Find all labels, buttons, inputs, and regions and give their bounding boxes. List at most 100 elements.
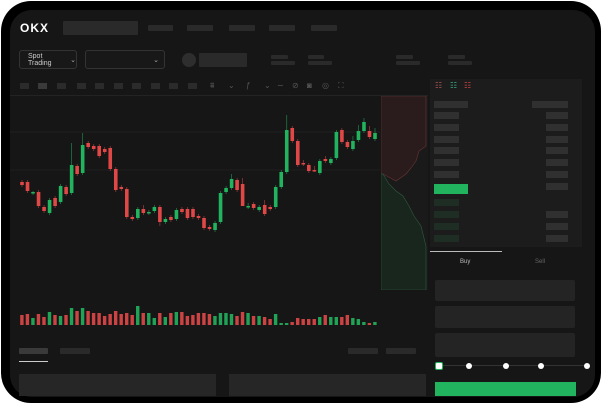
chevron-down-icon[interactable]: ⌄: [228, 81, 235, 90]
depth-chart-svg: [380, 95, 427, 291]
candle-body: [158, 207, 162, 222]
candle-body: [102, 149, 107, 152]
volume-bar: [91, 313, 96, 325]
timeframe-button[interactable]: [114, 83, 123, 89]
stat-label: [396, 55, 413, 59]
candle-body: [273, 187, 278, 207]
search-bar[interactable]: [63, 21, 138, 35]
volume-bar: [224, 313, 228, 325]
volume-bar: [367, 323, 372, 325]
price-input[interactable]: [435, 280, 575, 301]
tab-open-orders[interactable]: [19, 348, 48, 354]
stat-label: [271, 55, 288, 59]
slider-stop[interactable]: [466, 363, 472, 369]
candle-body: [80, 145, 85, 173]
amount-slider-handle[interactable]: [435, 362, 443, 370]
market-select[interactable]: Spot Trading ⌄: [19, 50, 77, 69]
timeframe-button[interactable]: [188, 83, 197, 89]
nav-item[interactable]: [187, 25, 213, 31]
volume-bar: [64, 315, 68, 325]
orderbook-bids-icon[interactable]: ☷: [450, 81, 458, 90]
tab-order-history[interactable]: [60, 348, 90, 354]
volume-bar: [185, 316, 190, 325]
volume-bar: [356, 319, 361, 325]
tab-sell[interactable]: Sell: [535, 259, 546, 265]
tab-buy[interactable]: Buy: [460, 259, 471, 265]
volume-bar: [113, 311, 118, 325]
timeframe-button[interactable]: [169, 83, 178, 89]
timeframe-button[interactable]: [151, 83, 160, 89]
timeframe-button[interactable]: [95, 83, 104, 89]
stat-value: [308, 61, 332, 65]
timeframe-button[interactable]: [132, 83, 141, 89]
volume-bar: [158, 313, 162, 325]
buy-submit-button[interactable]: [435, 382, 576, 396]
settings-icon[interactable]: ◎: [322, 81, 329, 90]
timeframe-button[interactable]: [77, 83, 86, 89]
ask-size: [546, 124, 568, 131]
volume-bar: [163, 317, 168, 325]
candle-body: [268, 207, 273, 209]
fullscreen-icon[interactable]: ⛶: [338, 81, 344, 90]
bid-price: [434, 235, 459, 242]
volume-bar: [246, 313, 250, 325]
camera-icon[interactable]: ◙: [307, 81, 312, 90]
candle-type-icon[interactable]: ⩩: [210, 81, 215, 90]
candle-body: [180, 209, 184, 212]
candle-body: [69, 165, 74, 193]
candle-body: [334, 132, 339, 158]
candle-body: [86, 143, 90, 147]
amount-slider-track[interactable]: [438, 365, 588, 366]
candle-body: [64, 187, 68, 194]
timeframe-button[interactable]: [57, 83, 66, 89]
nav-item[interactable]: [229, 25, 255, 31]
orderbook-header: [434, 101, 468, 108]
nav-item[interactable]: [148, 25, 173, 31]
ask-price: [434, 171, 459, 178]
volume-bar: [362, 322, 366, 325]
candle-body: [58, 186, 63, 202]
candle-body: [169, 217, 173, 220]
total-input[interactable]: [435, 333, 575, 357]
bid-size: [546, 223, 568, 230]
candle-body: [295, 141, 300, 165]
candle-body: [31, 192, 35, 194]
candle-body: [229, 179, 234, 188]
pair-select[interactable]: ⌄: [85, 50, 165, 69]
candle-body: [312, 170, 317, 172]
nav-item[interactable]: [311, 25, 337, 31]
orderbook-both-icon[interactable]: ☷: [435, 81, 443, 90]
orderbook-asks-icon[interactable]: ☷: [464, 81, 472, 90]
volume-bar: [80, 308, 85, 325]
indicator-icon[interactable]: ƒ: [246, 81, 251, 90]
amount-input[interactable]: [435, 306, 575, 328]
volume-bar: [318, 317, 322, 325]
ruler-icon[interactable]: ⊘: [292, 81, 299, 90]
okx-logo[interactable]: OKX: [20, 21, 50, 35]
bid-size: [546, 211, 568, 218]
filter-button[interactable]: [348, 348, 378, 354]
timeframe-button[interactable]: [20, 83, 29, 89]
candle-body: [351, 141, 355, 149]
filter-button[interactable]: [386, 348, 416, 354]
volume-bar: [207, 314, 212, 325]
slider-stop[interactable]: [584, 363, 590, 369]
volume-bar: [136, 306, 140, 325]
volume-bar: [174, 312, 179, 325]
slider-stop[interactable]: [538, 363, 544, 369]
bid-price: [434, 211, 459, 218]
coin-icon: [182, 53, 196, 67]
volume-bar: [334, 317, 338, 325]
volume-bar: [202, 313, 206, 325]
volume-bar: [130, 315, 134, 325]
nav-item[interactable]: [269, 25, 295, 31]
timeframe-button-active[interactable]: [38, 83, 47, 89]
chevron-down-icon[interactable]: ⌄: [264, 81, 271, 90]
drawing-icon[interactable]: ∼: [277, 81, 284, 90]
volume-bar: [251, 316, 256, 325]
volume-bar: [108, 314, 112, 325]
slider-stop[interactable]: [503, 363, 509, 369]
candle-body: [318, 161, 322, 173]
volume-bar: [20, 315, 24, 325]
